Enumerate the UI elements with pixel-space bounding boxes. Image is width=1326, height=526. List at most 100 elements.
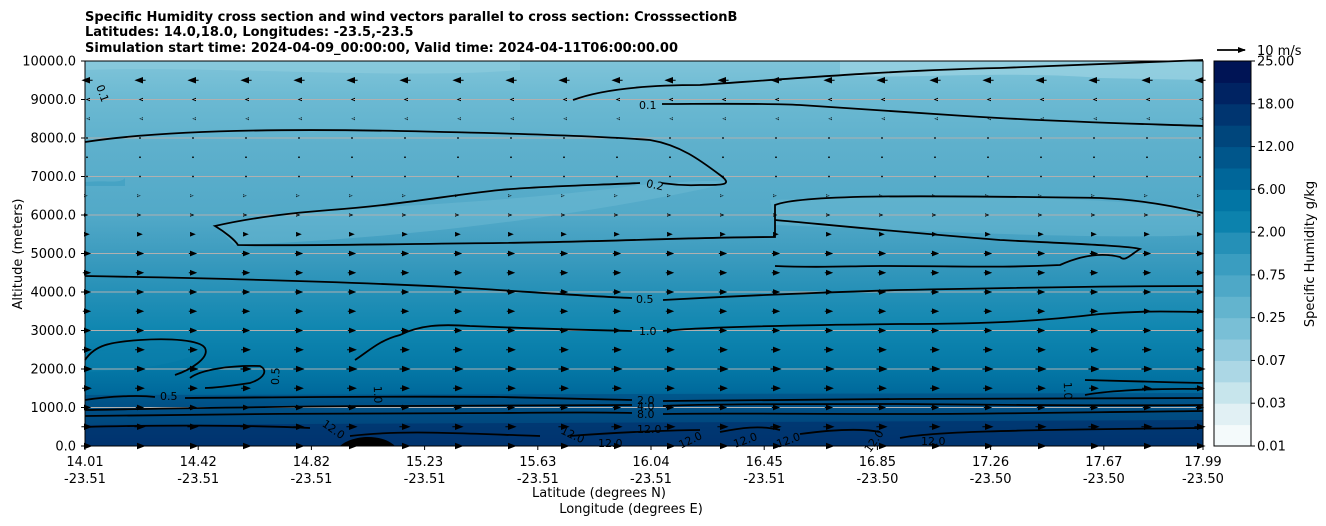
wind-vector [828, 117, 832, 121]
wind-vector [1194, 423, 1206, 430]
wind-vector [824, 250, 834, 257]
wind-vector [293, 423, 305, 430]
wind-vector [775, 117, 779, 121]
wind-vector [775, 137, 777, 139]
wind-vector [457, 175, 459, 178]
wind-vector [1092, 97, 1097, 102]
wind-vector [1040, 156, 1042, 159]
y-tick-label: 8000.0 [31, 132, 77, 147]
wind-vector [824, 289, 834, 295]
wind-vector [983, 385, 993, 392]
wind-vector [137, 231, 143, 237]
wind-vector [987, 137, 989, 139]
wind-vector [298, 117, 302, 121]
contour-label: 1.0 [1061, 382, 1075, 400]
wind-vector [934, 156, 936, 159]
colorbar-tick-label: 2.00 [1257, 226, 1286, 241]
wind-vector [135, 269, 145, 276]
wind-vector [1142, 269, 1152, 276]
wind-vector [298, 175, 300, 178]
wind-vector [241, 385, 251, 392]
wind-vector [559, 385, 569, 392]
wind-vector [983, 346, 993, 353]
colorbar-tick-label: 25.00 [1257, 55, 1294, 70]
wind-vector [561, 213, 566, 217]
grid-lines [85, 99, 1203, 408]
x-tick-label-lat: 16.85 [859, 455, 896, 470]
wind-vector [294, 385, 304, 392]
wind-vector [403, 97, 408, 102]
x-tick-label-lon: -23.51 [517, 472, 559, 487]
wind-vector [770, 77, 782, 84]
wind-vector [877, 404, 887, 411]
x-tick-label-lon: -23.51 [177, 472, 219, 487]
wind-vector [349, 231, 355, 237]
wind-vector [563, 156, 565, 159]
contour-lines [84, 59, 1204, 439]
wind-vector [1197, 194, 1201, 198]
wind-vector [296, 213, 301, 217]
wind-vector [1142, 250, 1152, 257]
wind-vector [718, 308, 728, 315]
wind-vector [559, 250, 569, 257]
contour-line-0-5 [84, 275, 1204, 301]
wind-vector [877, 308, 887, 315]
wind-vector [717, 423, 729, 430]
wind-vector [505, 77, 517, 84]
wind-vector [1199, 156, 1201, 159]
colorbar-segment [1214, 317, 1251, 340]
wind-vector [399, 423, 411, 430]
wind-vector [665, 404, 675, 411]
wind-vector [298, 156, 300, 159]
wind-vector [1091, 231, 1097, 237]
wind-vector [243, 231, 249, 237]
wind-vector [134, 365, 146, 373]
wind-vector [404, 137, 406, 139]
wind-vector [350, 97, 355, 102]
wind-vector [721, 97, 726, 102]
wind-vector [1036, 308, 1046, 315]
wind-vector [1038, 213, 1043, 217]
wind-vector [1091, 194, 1095, 198]
wind-vector [188, 327, 198, 334]
wind-vector [1089, 346, 1099, 353]
wind-vector [771, 289, 781, 295]
wind-vector [559, 346, 569, 353]
wind-vector [987, 156, 989, 159]
wind-vector [294, 327, 304, 334]
wind-vector [1197, 231, 1203, 237]
wind-vector [930, 250, 940, 257]
wind-vector [1038, 231, 1044, 237]
wind-vector [346, 365, 358, 373]
wind-vector [293, 77, 305, 84]
colorbar-segment [1214, 339, 1251, 361]
wind-vector [722, 117, 726, 121]
wind-vector [245, 156, 247, 159]
wind-vector [669, 137, 671, 139]
wind-vector [824, 327, 834, 334]
wind-vector [347, 385, 357, 392]
contour-label: 0.5 [269, 367, 283, 385]
wind-vector [1089, 308, 1099, 315]
wind-vector [987, 117, 991, 121]
wind-vector [1036, 346, 1046, 353]
x-axis-label-longitude: Longitude (degrees E) [559, 502, 703, 517]
wind-vector [86, 175, 88, 178]
wind-vector [616, 117, 620, 121]
wind-vector [929, 77, 941, 84]
wind-vector [508, 213, 513, 217]
wind-vector [1093, 137, 1095, 139]
x-tick-label-lon: -23.51 [64, 472, 106, 487]
wind-vector [188, 404, 198, 411]
wind-vector [135, 404, 145, 411]
wind-vector [616, 156, 618, 159]
wind-vector [881, 137, 883, 139]
wind-vector [612, 346, 622, 353]
colorbar-segment [1214, 210, 1251, 233]
wind-vector [1141, 365, 1153, 373]
y-tick-label: 0.0 [55, 440, 76, 455]
wind-vector [559, 327, 569, 334]
wind-vector [773, 194, 777, 198]
colorbar-segment [1214, 167, 1251, 190]
wind-vector [294, 250, 304, 257]
